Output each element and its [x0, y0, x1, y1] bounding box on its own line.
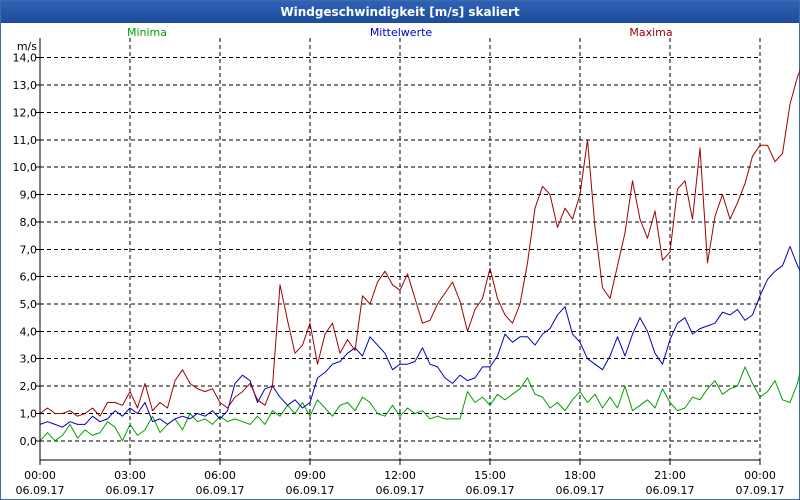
- series-line-minima: [39, 366, 800, 442]
- y-tick-label: 0,0: [20, 435, 38, 448]
- x-tick-time: 09:00: [294, 469, 326, 482]
- series-lines: [39, 69, 800, 442]
- y-tick-label: 13,0: [13, 79, 38, 92]
- y-tick-label: 8,0: [20, 216, 38, 229]
- x-tick-date: 06.09.17: [196, 484, 245, 497]
- x-tick-date: 07.09.17: [736, 484, 785, 497]
- grid: [39, 38, 761, 460]
- y-tick-label: 2,0: [20, 380, 38, 393]
- y-tick-label: 10,0: [13, 161, 38, 174]
- series-line-maxima: [39, 69, 800, 417]
- y-tick-label: 9,0: [20, 189, 38, 202]
- x-tick-time: 15:00: [474, 469, 506, 482]
- y-tick-label: 12,0: [13, 106, 38, 119]
- y-tick-label: 6,0: [20, 271, 38, 284]
- legend-entry-mittelwerte: Mittelwerte: [370, 26, 433, 39]
- y-tick-label: 7,0: [20, 243, 38, 256]
- y-tick-label: 3,0: [20, 353, 38, 366]
- axes: [36, 38, 761, 465]
- x-tick-time: 06:00: [204, 469, 236, 482]
- x-tick-time: 00:00: [24, 469, 56, 482]
- tick-labels: 0,0 1,0 2,0 3,0 4,0 5,0 6,0 7,0 8,0 9,0 10,0 11,0 12…: [13, 40, 785, 497]
- x-tick-time: 03:00: [114, 469, 146, 482]
- x-tick-date: 06.09.17: [646, 484, 695, 497]
- y-tick-label: 1,0: [20, 407, 38, 420]
- x-tick-date: 06.09.17: [16, 484, 65, 497]
- y-tick-label: 14,0: [13, 52, 38, 65]
- y-tick-label: 4,0: [20, 325, 38, 338]
- x-tick-date: 06.09.17: [556, 484, 605, 497]
- x-tick-date: 06.09.17: [286, 484, 335, 497]
- legend-entry-maxima: Maxima: [629, 26, 672, 39]
- series-line-mittelwerte: [39, 246, 800, 428]
- x-tick-time: 00:00: [744, 469, 776, 482]
- legend: Minima Mittelwerte Maxima: [127, 26, 673, 39]
- x-tick-time: 18:00: [564, 469, 596, 482]
- window-title: Windgeschwindigkeit [m/s] skaliert: [1, 1, 799, 23]
- y-tick-label: 5,0: [20, 298, 38, 311]
- x-tick-date: 06.09.17: [376, 484, 425, 497]
- x-tick-time: 12:00: [384, 469, 416, 482]
- y-tick-label: 11,0: [13, 134, 38, 147]
- x-tick-time: 21:00: [654, 469, 686, 482]
- x-tick-date: 06.09.17: [106, 484, 155, 497]
- y-axis-unit: m/s: [17, 40, 37, 53]
- legend-entry-minima: Minima: [127, 26, 167, 39]
- x-tick-date: 06.09.17: [466, 484, 515, 497]
